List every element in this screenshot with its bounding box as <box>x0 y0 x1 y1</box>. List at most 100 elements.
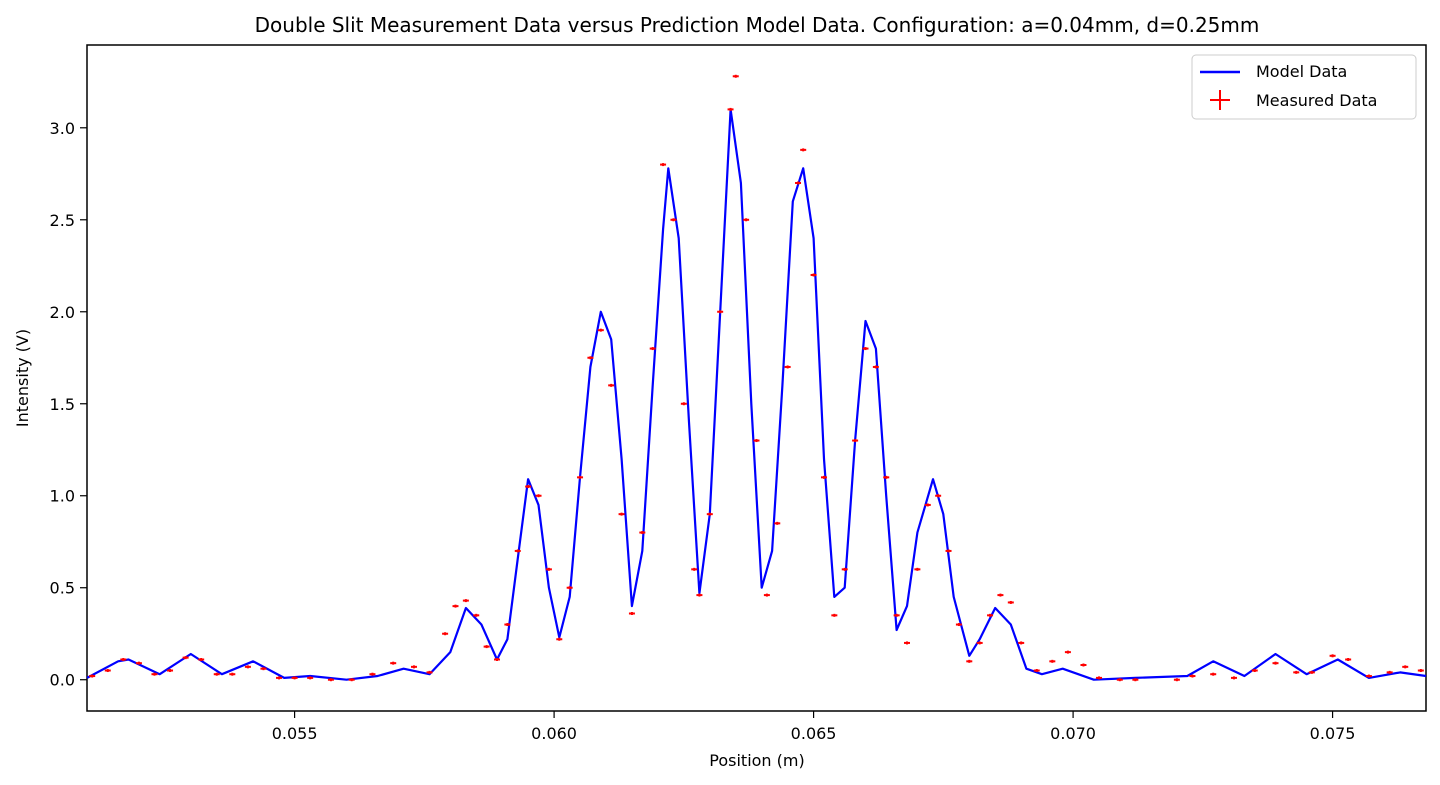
measured-data-point <box>649 347 656 351</box>
measured-data-point <box>1329 654 1336 658</box>
measured-data-point <box>120 657 127 661</box>
measured-data-point <box>260 667 267 671</box>
measured-data-point <box>182 656 189 660</box>
measured-data-point <box>924 503 931 507</box>
measured-data-point <box>1272 661 1279 665</box>
measured-data-point <box>774 521 781 525</box>
measured-data-point <box>1064 650 1071 654</box>
measured-data-point <box>426 670 433 674</box>
measured-data-point <box>1251 669 1258 673</box>
measured-data-point <box>535 494 542 498</box>
x-tick-label: 0.065 <box>791 724 837 743</box>
measured-data-point <box>1308 670 1315 674</box>
measured-data-point <box>831 613 838 617</box>
measured-data-point <box>473 613 480 617</box>
measured-data-point <box>1230 676 1237 680</box>
y-axis: 0.0 0.5 1.0 1.5 2.0 2.5 3.0 <box>50 119 87 690</box>
measured-data-point <box>307 676 314 680</box>
x-tick-label: 0.055 <box>272 724 318 743</box>
y-tick-label: 1.5 <box>50 395 75 414</box>
measured-data-point <box>732 74 739 78</box>
measured-data-point <box>1080 663 1087 667</box>
measured-data-point <box>872 365 879 369</box>
measured-data-point <box>914 567 921 571</box>
y-tick-label: 2.0 <box>50 303 75 322</box>
measured-data-point <box>89 674 96 678</box>
measured-data-point <box>229 672 236 676</box>
x-tick-label: 0.060 <box>531 724 577 743</box>
legend-model-label: Model Data <box>1256 62 1347 81</box>
plot-frame <box>86 44 1427 712</box>
measured-data-point <box>244 665 251 669</box>
measured-data-point <box>795 181 802 185</box>
measured-data-point <box>1096 676 1103 680</box>
measured-data-point <box>151 672 158 676</box>
measured-data-point <box>587 356 594 360</box>
measured-data-point <box>628 611 635 615</box>
measured-data-point <box>608 383 615 387</box>
measured-data-point <box>276 676 283 680</box>
legend: Model Data Measured Data <box>1191 54 1417 120</box>
legend-measured-swatch <box>1210 90 1230 110</box>
y-axis-label: Intensity (V) <box>13 329 32 427</box>
measured-data-point <box>976 641 983 645</box>
measured-data-point <box>618 512 625 516</box>
measured-data-point <box>784 365 791 369</box>
measured-data-point <box>1402 665 1409 669</box>
measured-data-point <box>291 676 298 680</box>
measured-data-point <box>800 148 807 152</box>
measured-data-point <box>706 512 713 516</box>
y-tick-label: 0.5 <box>50 579 75 598</box>
measured-data-point <box>717 310 724 314</box>
measured-data-point <box>1189 674 1196 678</box>
chart-title: Double Slit Measurement Data versus Pred… <box>255 13 1260 37</box>
measured-data-point <box>1132 678 1139 682</box>
measured-data-point <box>442 632 449 636</box>
measured-data-point <box>1007 600 1014 604</box>
model-data-line <box>86 108 1427 681</box>
measured-data-point <box>545 567 552 571</box>
measured-data-point <box>525 485 532 489</box>
measured-data-point <box>1049 659 1056 663</box>
measured-data-point <box>410 665 417 669</box>
x-axis: 0.055 0.060 0.065 0.070 0.075 <box>272 711 1356 743</box>
measured-data-point <box>883 475 890 479</box>
measured-data-point <box>862 347 869 351</box>
measured-data-point <box>997 593 1004 597</box>
legend-box <box>1191 54 1417 120</box>
y-tick-label: 3.0 <box>50 119 75 138</box>
measured-data-point <box>327 678 334 682</box>
measured-data-point <box>597 328 604 332</box>
measured-data-point <box>348 678 355 682</box>
measured-data-point <box>514 549 521 553</box>
measured-data-point <box>167 669 174 673</box>
measured-data-point <box>566 586 573 590</box>
measured-data-point <box>670 218 677 222</box>
measured-data-point <box>452 604 459 608</box>
measured-data-point <box>1210 672 1217 676</box>
measured-data-point <box>369 672 376 676</box>
measured-data-point <box>1018 641 1025 645</box>
measured-data-point <box>904 641 911 645</box>
measured-data-point <box>1116 678 1123 682</box>
x-tick-label: 0.075 <box>1310 724 1356 743</box>
measured-data-point <box>483 645 490 649</box>
measured-data-point <box>639 531 646 535</box>
measured-data-point <box>390 661 397 665</box>
y-tick-label: 0.0 <box>50 671 75 690</box>
measured-data-point <box>1386 670 1393 674</box>
measured-data-point <box>820 475 827 479</box>
measured-data-point <box>462 599 469 603</box>
measured-data-point <box>1173 678 1180 682</box>
measured-data-point <box>966 659 973 663</box>
measured-data-point <box>727 107 734 111</box>
measured-data-point <box>1293 670 1300 674</box>
plot-area <box>86 74 1427 682</box>
measured-data-point <box>680 402 687 406</box>
measured-data-point <box>935 494 942 498</box>
measured-data-point <box>763 593 770 597</box>
measured-data-point <box>696 593 703 597</box>
measured-data-point <box>852 439 859 443</box>
measured-data-point <box>1345 657 1352 661</box>
